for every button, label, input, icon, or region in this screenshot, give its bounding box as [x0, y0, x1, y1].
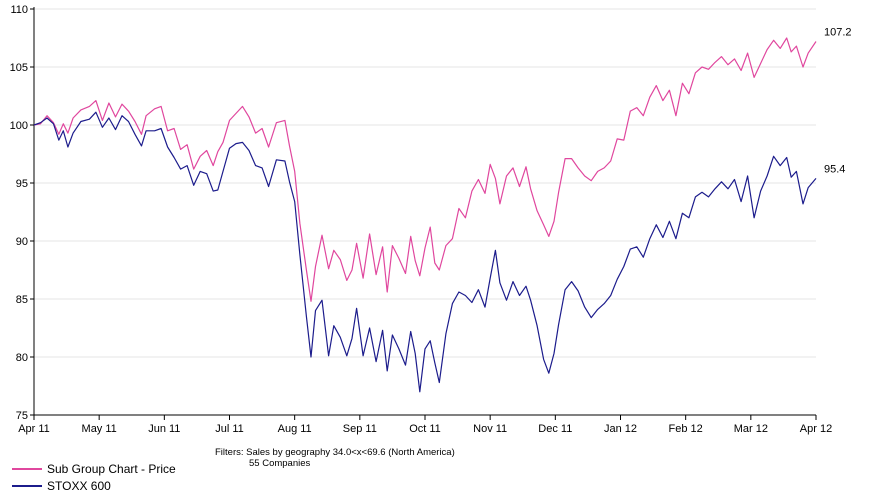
y-axis-ticks: 75 80 85 90 95 100 105 110: [10, 4, 34, 422]
x-tick-label-12: Apr 12: [800, 423, 832, 435]
x-tick-label-8: Dec 11: [538, 423, 572, 435]
x-tick-label-5: Sep 11: [343, 423, 377, 435]
y-tick-label-80: 80: [16, 352, 28, 364]
x-tick-label-6: Oct 11: [409, 423, 441, 435]
x-tick-label-11: Mar 12: [734, 423, 768, 435]
end-label-1: 95.4: [824, 163, 845, 175]
series-line-1: [33, 111, 817, 393]
legend-label-stoxx: STOXX 600: [47, 478, 111, 493]
x-tick-label-4: Aug 11: [278, 423, 312, 435]
legend-swatch-stoxx: [12, 484, 42, 487]
x-tick-label-2: Jun 11: [148, 423, 180, 435]
legend-item-sub-group: Sub Group Chart - Price: [12, 460, 176, 477]
x-tick-label-3: Jul 11: [215, 423, 244, 435]
gridlines: [34, 8, 816, 358]
y-tick-label-110: 110: [10, 4, 28, 16]
y-tick-label-90: 90: [16, 236, 28, 248]
legend-item-stoxx: STOXX 600: [12, 477, 176, 494]
legend: Sub Group Chart - Price STOXX 600: [12, 460, 176, 494]
x-axis-ticks: Apr 11 May 11 Jun 11 Jul 11 Aug 11 Sep 11 Oct …: [18, 415, 832, 435]
y-tick-label-85: 85: [16, 294, 28, 306]
filters-text: Filters: Sales by geography 34.0<x<69.6 …: [215, 447, 455, 458]
y-tick-label-100: 100: [10, 120, 28, 132]
series-lines: [33, 37, 817, 393]
x-tick-label-0: Apr 11: [18, 423, 50, 435]
companies-count: 55 Companies: [249, 458, 311, 469]
series-line-0: [33, 37, 817, 302]
end-labels: 107.2 95.4: [824, 26, 852, 175]
x-tick-label-7: Nov 11: [473, 423, 507, 435]
y-tick-label-75: 75: [16, 410, 28, 422]
y-tick-label-95: 95: [16, 178, 28, 190]
end-label-0: 107.2: [824, 26, 852, 38]
filters-footnote: Filters: Sales by geography 34.0<x<69.6 …: [215, 447, 455, 469]
x-tick-label-9: Jan 12: [604, 423, 637, 435]
y-tick-label-105: 105: [10, 62, 28, 74]
x-tick-label-1: May 11: [82, 423, 117, 435]
legend-label-sub-group: Sub Group Chart - Price: [47, 461, 176, 476]
x-tick-label-10: Feb 12: [669, 423, 703, 435]
legend-swatch-sub-group: [12, 467, 42, 470]
